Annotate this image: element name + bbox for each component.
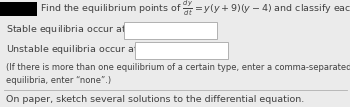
Text: Unstable equilibria occur at $y =$: Unstable equilibria occur at $y =$ xyxy=(6,43,157,56)
FancyBboxPatch shape xyxy=(0,2,37,16)
Text: Find the equilibrium points of $\frac{dy}{dt} = y(y+9)(y-4)$ and classify each o: Find the equilibrium points of $\frac{dy… xyxy=(40,0,350,18)
Text: equilibria, enter “none”.): equilibria, enter “none”.) xyxy=(6,76,111,85)
FancyBboxPatch shape xyxy=(135,42,228,59)
Text: On paper, sketch several solutions to the differential equation.: On paper, sketch several solutions to th… xyxy=(6,95,304,104)
Text: (If there is more than one equilibrium of a certain type, enter a comma-separate: (If there is more than one equilibrium o… xyxy=(6,63,350,72)
Text: Stable equilibria occur at $y =$: Stable equilibria occur at $y =$ xyxy=(6,23,145,36)
FancyBboxPatch shape xyxy=(124,22,217,39)
